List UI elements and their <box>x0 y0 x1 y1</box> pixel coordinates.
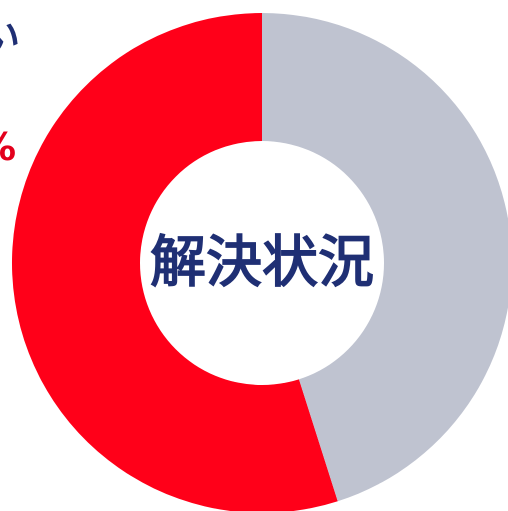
clipped-edge-text-top: い <box>0 15 21 59</box>
center-label: 解決状況 <box>150 231 374 296</box>
donut-hole <box>140 141 384 385</box>
donut-slice-2 <box>262 13 508 502</box>
clipped-edge-text-percent: % <box>0 128 16 166</box>
